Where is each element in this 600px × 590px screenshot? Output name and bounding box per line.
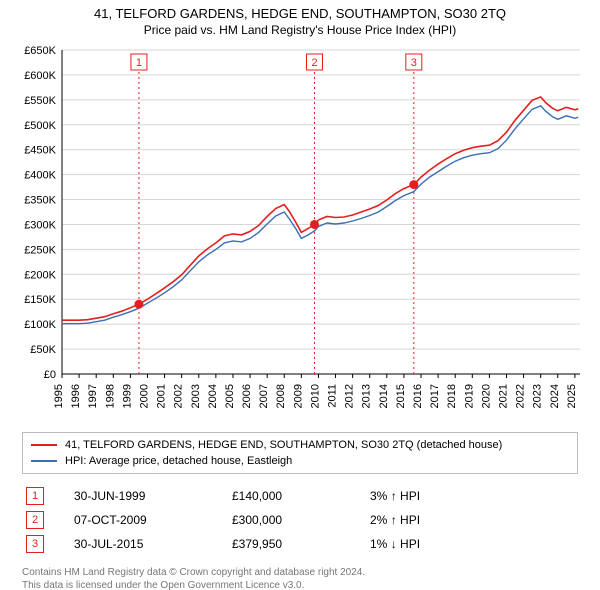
x-tick-label: 1998	[104, 384, 116, 408]
y-tick-label: £50K	[30, 344, 56, 356]
x-tick-label: 2021	[497, 384, 509, 408]
x-tick-label: 2008	[275, 384, 287, 408]
sale-pct: 2% ↑ HPI	[366, 508, 578, 532]
legend-item-property: 41, TELFORD GARDENS, HEDGE END, SOUTHAMP…	[31, 437, 569, 453]
x-tick-label: 2014	[378, 384, 390, 408]
x-tick-label: 1996	[70, 384, 82, 408]
x-tick-label: 2019	[463, 384, 475, 408]
legend-item-hpi: HPI: Average price, detached house, East…	[31, 453, 569, 469]
legend-and-footer: 41, TELFORD GARDENS, HEDGE END, SOUTHAMP…	[22, 432, 578, 590]
x-tick-label: 2002	[173, 384, 185, 408]
x-tick-label: 2016	[412, 384, 424, 408]
x-tick-label: 2000	[138, 384, 150, 408]
y-tick-label: £600K	[24, 70, 56, 82]
legend-swatch-blue	[31, 460, 57, 462]
sales-row: 1 30-JUN-1999£140,0003% ↑ HPI	[22, 484, 578, 508]
y-tick-label: £450K	[24, 145, 56, 157]
chart-svg: £0 £50K £100K £150K £200K £250K £300K £350K £400…	[12, 44, 588, 424]
x-tick-label: 2005	[224, 384, 236, 408]
x-tick-label: 2003	[190, 384, 202, 408]
x-tick-label: 2009	[292, 384, 304, 408]
x-tick-label: 2001	[156, 384, 168, 408]
legend-swatch-red	[31, 444, 57, 446]
arrow-icon: ↑	[391, 513, 397, 527]
sale-price: £140,000	[228, 484, 366, 508]
sales-row: 2 07-OCT-2009£300,0002% ↑ HPI	[22, 508, 578, 532]
sale-num-box: 2	[26, 511, 44, 529]
y-tick-label: £150K	[24, 294, 56, 306]
footnote-line2: This data is licensed under the Open Gov…	[22, 579, 578, 590]
x-tick-label: 2012	[344, 384, 356, 408]
y-tick-label: £200K	[24, 269, 56, 281]
x-tick-label: 2023	[532, 384, 544, 408]
x-tick-label: 2024	[549, 384, 561, 408]
sale-num-box: 3	[26, 535, 44, 553]
y-tick-label: £300K	[24, 219, 56, 231]
sale-date: 07-OCT-2009	[70, 508, 228, 532]
sale-dot	[134, 300, 143, 309]
x-tick-label: 2020	[480, 384, 492, 408]
arrow-icon: ↑	[391, 489, 397, 503]
x-tick-label: 1999	[121, 384, 133, 408]
x-tick-label: 2018	[446, 384, 458, 408]
sale-dot	[409, 180, 418, 189]
sale-pct: 3% ↑ HPI	[366, 484, 578, 508]
x-tick-label: 2011	[327, 384, 339, 408]
sale-dot	[310, 220, 319, 229]
sale-price: £300,000	[228, 508, 366, 532]
x-tick-label: 2004	[207, 384, 219, 408]
y-tick-label: £350K	[24, 195, 56, 207]
chart-title: 41, TELFORD GARDENS, HEDGE END, SOUTHAMP…	[0, 0, 600, 23]
x-tick-label: 2015	[395, 384, 407, 408]
series-line-property	[62, 97, 578, 320]
legend-label-property: 41, TELFORD GARDENS, HEDGE END, SOUTHAMP…	[65, 439, 502, 451]
sale-date: 30-JUL-2015	[70, 532, 228, 556]
x-tick-label: 2006	[241, 384, 253, 408]
sale-marker-number: 3	[411, 57, 417, 69]
y-tick-label: £550K	[24, 95, 56, 107]
legend-label-hpi: HPI: Average price, detached house, East…	[65, 455, 292, 467]
chart-area: £0 £50K £100K £150K £200K £250K £300K £350K £400…	[12, 44, 588, 424]
footnote-line1: Contains HM Land Registry data © Crown c…	[22, 566, 578, 579]
y-tick-label: £0	[44, 369, 56, 381]
x-tick-label: 2013	[361, 384, 373, 408]
x-tick-label: 1997	[87, 384, 99, 408]
sale-marker-number: 1	[136, 57, 142, 69]
x-tick-label: 2017	[429, 384, 441, 408]
legend-box: 41, TELFORD GARDENS, HEDGE END, SOUTHAMP…	[22, 432, 578, 474]
x-tick-label: 2007	[258, 384, 270, 408]
sale-date: 30-JUN-1999	[70, 484, 228, 508]
y-tick-label: £650K	[24, 45, 56, 57]
x-tick-label: 2025	[566, 384, 578, 408]
sales-table: 1 30-JUN-1999£140,0003% ↑ HPI 2 07-OCT-2009…	[22, 484, 578, 556]
y-tick-label: £500K	[24, 120, 56, 132]
footnote: Contains HM Land Registry data © Crown c…	[22, 566, 578, 590]
sale-marker-number: 2	[311, 57, 317, 69]
y-tick-label: £400K	[24, 170, 56, 182]
x-tick-label: 2022	[515, 384, 527, 408]
sale-num-box: 1	[26, 487, 44, 505]
arrow-icon: ↓	[391, 537, 397, 551]
sale-pct: 1% ↓ HPI	[366, 532, 578, 556]
x-tick-label: 2010	[309, 384, 321, 408]
chart-subtitle: Price paid vs. HM Land Registry's House …	[0, 23, 600, 41]
x-tick-label: 1995	[53, 384, 65, 408]
sales-row: 3 30-JUL-2015£379,9501% ↓ HPI	[22, 532, 578, 556]
y-tick-label: £100K	[24, 319, 56, 331]
sale-price: £379,950	[228, 532, 366, 556]
y-tick-label: £250K	[24, 244, 56, 256]
